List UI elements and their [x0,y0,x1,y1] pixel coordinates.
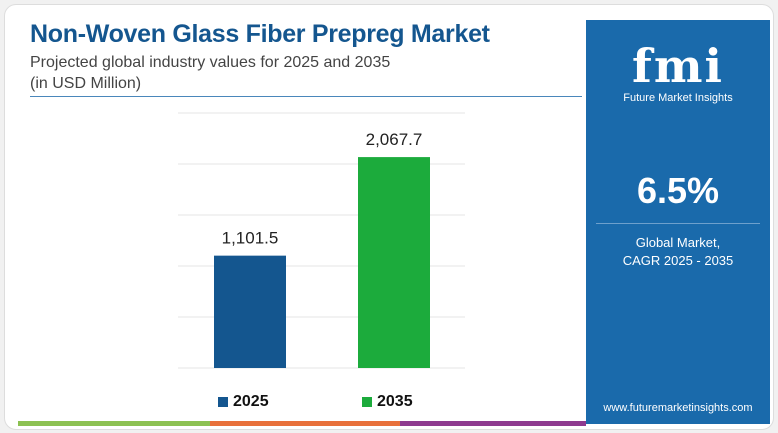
footer-bar-purple [400,421,586,426]
fmi-logo: fmi Future Market Insights [586,40,770,104]
page-title: Non-Woven Glass Fiber Prepreg Market [30,20,490,48]
data-label: 1,101.5 [222,229,279,248]
unit-text: (in USD Million) [30,75,142,92]
legend-swatch [218,397,228,407]
brand-panel: fmi Future Market Insights 6.5% Global Ma… [586,20,770,424]
cagr-label-line2: CAGR 2025 - 2035 [622,253,734,268]
title-divider [30,96,582,97]
panel-divider [596,223,760,224]
footer-bar-green [18,421,210,426]
brand-name: Future Market Insights [623,92,733,104]
legend-label: 2025 [233,393,269,410]
legend-label: 2035 [377,393,413,410]
subtitle: Projected global industry values for 202… [30,52,390,94]
legend-item-2035: 2035 [362,393,413,411]
data-label: 2,067.7 [366,130,423,149]
bar-2035 [358,157,430,368]
bar-chart: 1,101.5 2,067.7 [178,112,465,369]
website-link[interactable]: www.futuremarketinsights.com [603,402,753,414]
bar-2025 [214,255,286,368]
cagr-label: Global Market, CAGR 2025 - 2035 [586,234,770,270]
legend-swatch [362,397,372,407]
subtitle-text: Projected global industry values for 202… [30,54,391,71]
legend-item-2025: 2025 [218,393,269,411]
cagr-value: 6.5% [636,170,720,211]
footer-bar-orange [210,421,400,426]
logo-mark: fmi [632,39,724,93]
cagr-label-line1: Global Market, [635,235,721,250]
